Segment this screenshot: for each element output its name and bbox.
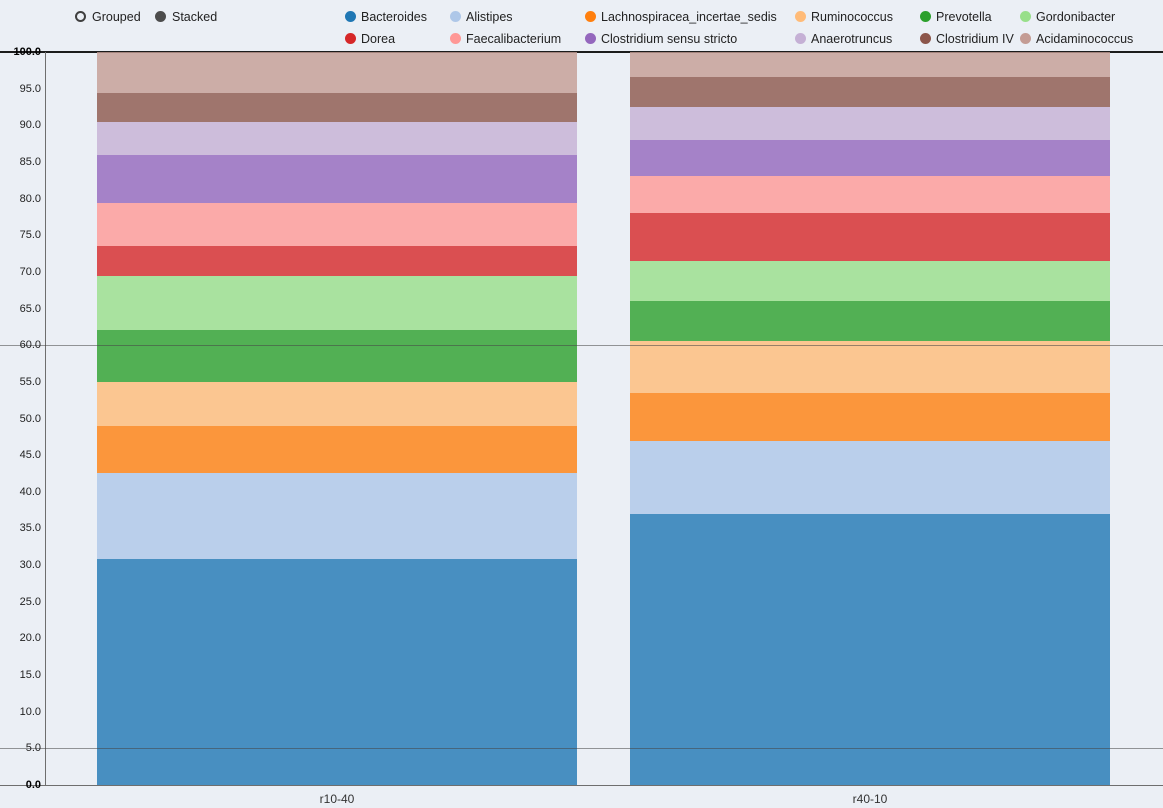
x-axis-label: r40-10	[852, 792, 888, 806]
y-tick-label: 60.0	[19, 339, 41, 352]
radio-selected-icon[interactable]	[155, 11, 166, 22]
bar-segment-lachnospiracea-incertae-sedis[interactable]	[97, 425, 577, 473]
legend-item-lachnospiracea-incertae-sedis[interactable]: Lachnospiracea_incertae_sedis	[585, 9, 777, 24]
legend-label: Ruminococcus	[811, 9, 893, 24]
mode-radio-grouped[interactable]: Grouped	[75, 9, 141, 24]
bar-segment-anaerotruncus[interactable]	[630, 106, 1110, 140]
y-tick-label: 5.0	[25, 742, 41, 755]
legend-item-alistipes[interactable]: Alistipes	[450, 9, 513, 24]
x-axis-label: r10-40	[319, 792, 355, 806]
legend-item-anaerotruncus[interactable]: Anaerotruncus	[795, 31, 893, 46]
legend-swatch-icon	[795, 11, 806, 22]
y-tick-label: 50.0	[19, 412, 41, 425]
bar-segment-faecalibacterium[interactable]	[630, 175, 1110, 214]
bar-segment-prevotella[interactable]	[630, 301, 1110, 341]
bar-segment-acidaminococcus[interactable]	[97, 52, 577, 94]
legend-label: Lachnospiracea_incertae_sedis	[601, 9, 777, 24]
bar-segment-clostridium-sensu-stricto[interactable]	[630, 139, 1110, 176]
bar-segment-dorea[interactable]	[97, 246, 577, 277]
legend-item-clostridium-iv[interactable]: Clostridium IV	[920, 31, 1014, 46]
gridline	[0, 345, 1163, 347]
legend-label: Alistipes	[466, 9, 513, 24]
y-tick-label: 80.0	[19, 192, 41, 205]
legend-swatch-icon	[585, 33, 596, 44]
bar-segment-clostridium-iv[interactable]	[97, 93, 577, 122]
plot-top-border	[0, 51, 1163, 53]
legend-item-acidaminococcus[interactable]: Acidaminococcus	[1020, 31, 1134, 46]
legend-label: Acidaminococcus	[1036, 31, 1134, 46]
bar-segment-clostridium-iv[interactable]	[630, 76, 1110, 107]
y-tick-label: 0.0	[25, 779, 41, 791]
y-tick-label: 20.0	[19, 632, 41, 645]
bar-segment-anaerotruncus[interactable]	[97, 121, 577, 155]
legend-label: Clostridium sensu stricto	[601, 31, 738, 46]
legend-swatch-icon	[345, 11, 356, 22]
y-tick-label: 35.0	[19, 522, 41, 535]
legend-label: Faecalibacterium	[466, 31, 562, 46]
mode-radio-stacked-label: Stacked	[172, 9, 218, 24]
y-axis-line	[45, 52, 46, 785]
bar-segment-gordonibacter[interactable]	[97, 276, 577, 330]
legend-item-bacteroides[interactable]: Bacteroides	[345, 9, 428, 24]
y-tick-label: 30.0	[19, 559, 41, 572]
bar-segment-ruminococcus[interactable]	[630, 340, 1110, 393]
bar-segment-bacteroides[interactable]	[97, 559, 577, 785]
legend-swatch-icon	[345, 33, 356, 44]
legend-label: Bacteroides	[361, 9, 428, 24]
legend-item-dorea[interactable]: Dorea	[345, 31, 396, 46]
y-tick-label: 10.0	[19, 705, 41, 718]
legend-swatch-icon	[1020, 33, 1031, 44]
legend-label: Prevotella	[936, 9, 992, 24]
y-tick-label: 45.0	[19, 449, 41, 462]
y-tick-label: 85.0	[19, 155, 41, 168]
mode-radio-grouped-label: Grouped	[92, 9, 141, 24]
y-tick-label: 55.0	[19, 375, 41, 388]
legend-swatch-icon	[450, 11, 461, 22]
y-tick-label: 95.0	[19, 82, 41, 95]
bar-segment-dorea[interactable]	[630, 213, 1110, 261]
y-tick-label: 70.0	[19, 265, 41, 278]
gridline	[0, 748, 1163, 750]
legend-swatch-icon	[1020, 11, 1031, 22]
legend-swatch-icon	[450, 33, 461, 44]
bar-segment-gordonibacter[interactable]	[630, 260, 1110, 302]
bar-segment-clostridium-sensu-stricto[interactable]	[97, 154, 577, 203]
y-tick-label: 15.0	[19, 669, 41, 682]
bar-segment-ruminococcus[interactable]	[97, 381, 577, 426]
y-tick-label: 25.0	[19, 595, 41, 608]
bar-segment-bacteroides[interactable]	[630, 513, 1110, 785]
bar-segment-prevotella[interactable]	[97, 329, 577, 382]
y-tick-label: 40.0	[19, 485, 41, 498]
legend-swatch-icon	[795, 33, 806, 44]
mode-radio-stacked[interactable]: Stacked	[155, 9, 218, 24]
legend-label: Dorea	[361, 31, 396, 46]
y-tick-label: 100.0	[13, 46, 41, 58]
legend-swatch-icon	[920, 11, 931, 22]
bar-segment-acidaminococcus[interactable]	[630, 52, 1110, 77]
bar-segment-lachnospiracea-incertae-sedis[interactable]	[630, 392, 1110, 442]
legend-item-gordonibacter[interactable]: Gordonibacter	[1020, 9, 1116, 24]
y-tick-label: 75.0	[19, 229, 41, 242]
y-tick-label: 90.0	[19, 119, 41, 132]
legend-swatch-icon	[585, 11, 596, 22]
legend-item-clostridium-sensu-stricto[interactable]: Clostridium sensu stricto	[585, 31, 738, 46]
bar-segment-faecalibacterium[interactable]	[97, 202, 577, 247]
x-axis-line	[0, 785, 1163, 786]
legend-swatch-icon	[920, 33, 931, 44]
legend-item-prevotella[interactable]: Prevotella	[920, 9, 992, 24]
radio-unselected-icon[interactable]	[75, 11, 86, 22]
legend-item-faecalibacterium[interactable]: Faecalibacterium	[450, 31, 562, 46]
bar-segment-alistipes[interactable]	[97, 472, 577, 560]
legend-item-ruminococcus[interactable]: Ruminococcus	[795, 9, 893, 24]
legend-label: Clostridium IV	[936, 31, 1014, 46]
bar-segment-alistipes[interactable]	[630, 441, 1110, 514]
legend-label: Gordonibacter	[1036, 9, 1116, 24]
legend-label: Anaerotruncus	[811, 31, 893, 46]
y-tick-label: 65.0	[19, 302, 41, 315]
